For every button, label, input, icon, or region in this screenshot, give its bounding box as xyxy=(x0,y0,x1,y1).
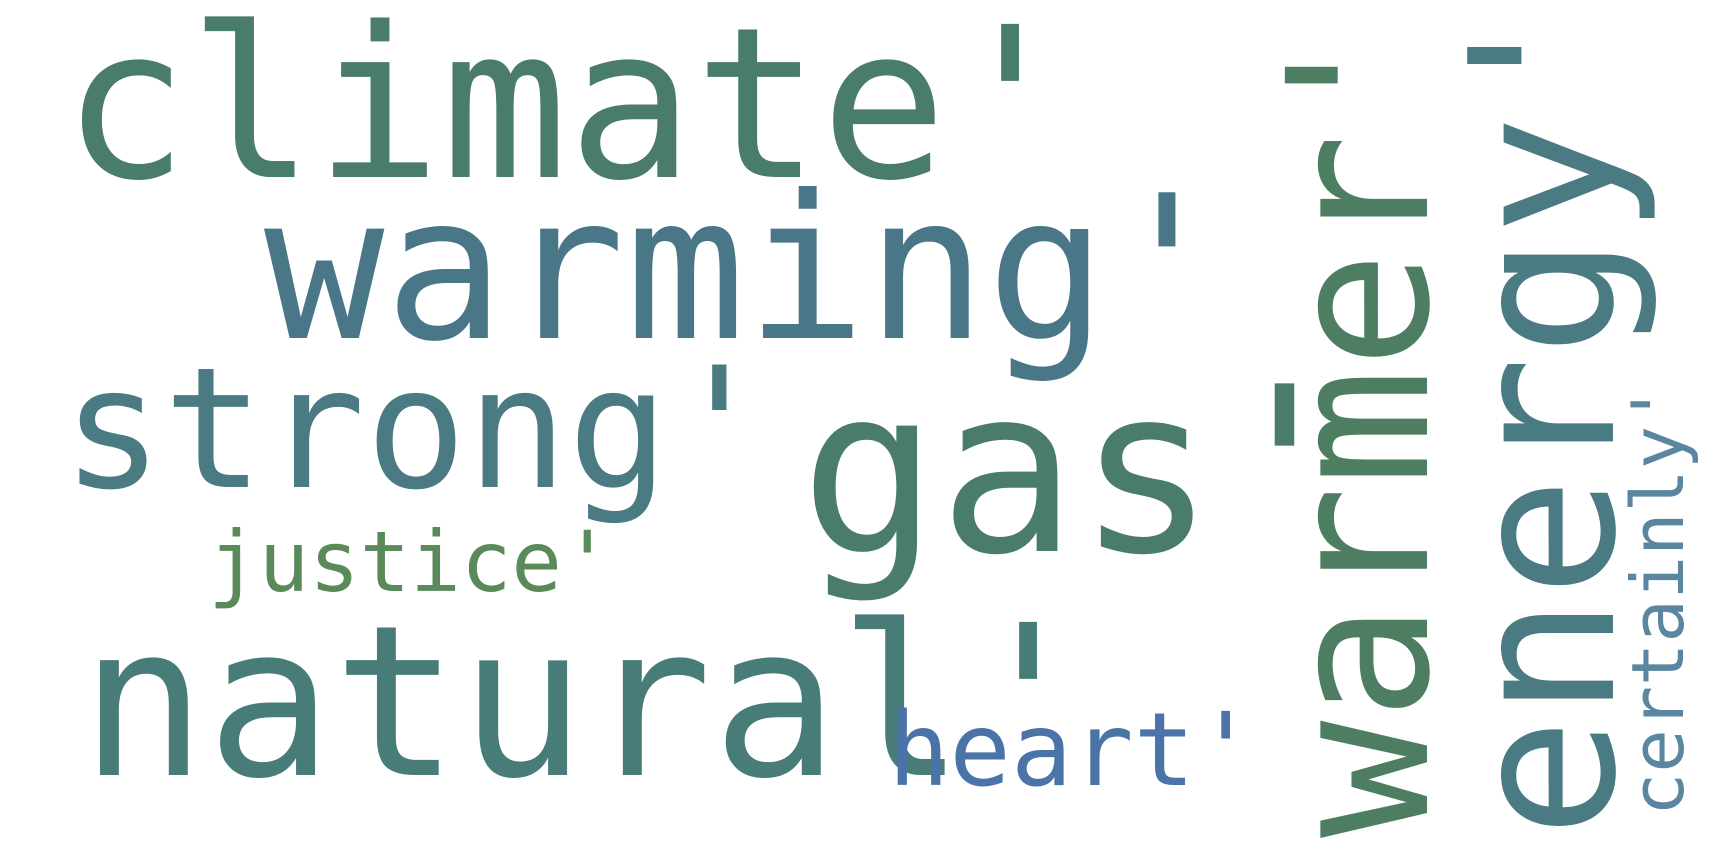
word-climate: climate' xyxy=(62,0,1074,227)
word-gas: gas' xyxy=(800,339,1354,606)
word-warming: warming' xyxy=(264,153,1228,386)
word-natural: natural' xyxy=(80,580,1092,825)
word-heart: heart' xyxy=(888,691,1257,810)
word-justice: justice' xyxy=(208,513,613,611)
word-strong: strong' xyxy=(62,331,771,527)
word-certainly: certainly' xyxy=(1616,382,1700,816)
word-energy: energy' xyxy=(1428,0,1661,838)
